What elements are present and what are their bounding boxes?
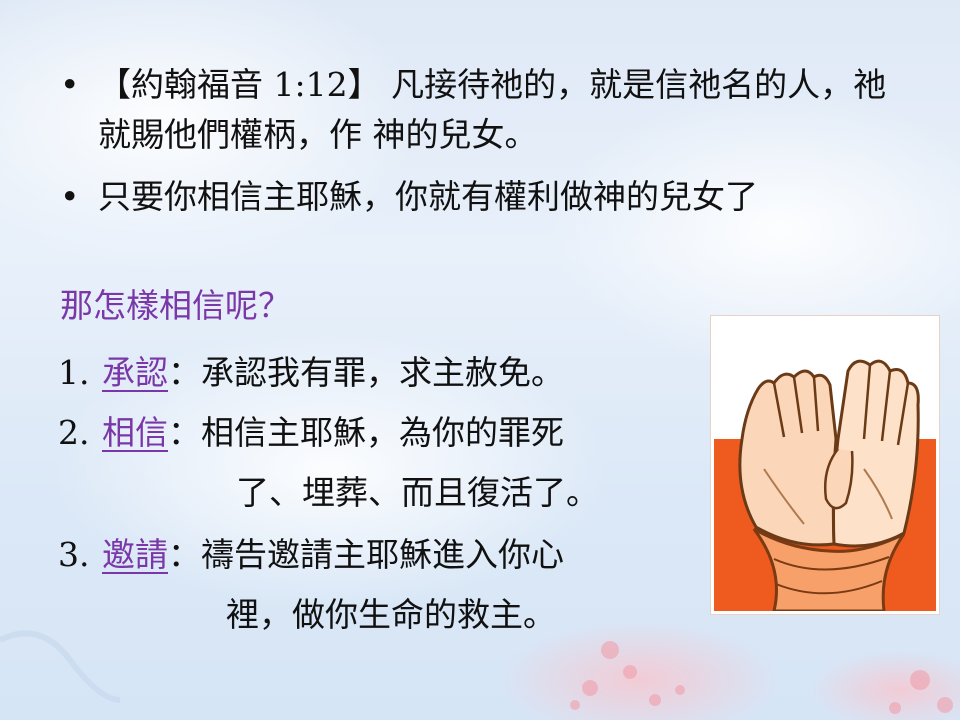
- bullet-text: 【約翰福音 1:12】 凡接待祂的，就是信祂名的人，祂就賜他們權柄，作 神的兒女…: [98, 65, 887, 154]
- step-number: 1.: [58, 353, 90, 392]
- step-keyword-link[interactable]: 邀請: [102, 535, 168, 574]
- praying-hands-picture: [711, 316, 939, 614]
- step-separator: ：: [168, 413, 201, 452]
- step-2-continuation: 了、埋葬、而且復活了。: [236, 473, 599, 512]
- step-text: 承認我有罪，求主赦免。: [201, 353, 564, 392]
- step-2: 2. 相信：相信主耶穌，為你的罪死: [58, 408, 564, 458]
- step-text: 禱告邀請主耶穌進入你心: [201, 535, 564, 574]
- praying-hands-icon: [714, 319, 936, 611]
- bullet-item-2: • 只要你相信主耶穌，你就有權利做神的兒女了: [60, 172, 900, 272]
- question-heading: 那怎樣相信呢？: [60, 286, 291, 325]
- step-3: 3. 邀請：禱告邀請主耶穌進入你心: [58, 530, 564, 580]
- bullet-item-1: • 【約翰福音 1:12】 凡接待祂的，就是信祂名的人，祂就賜他們權柄，作 神的…: [60, 60, 900, 160]
- step-number: 3.: [58, 535, 90, 574]
- step-separator: ：: [168, 535, 201, 574]
- step-number: 2.: [58, 413, 90, 452]
- step-text: 相信主耶穌，為你的罪死: [201, 413, 564, 452]
- step-3-continuation: 裡，做你生命的救主。: [226, 595, 556, 634]
- step-keyword-link[interactable]: 相信: [102, 413, 168, 452]
- step-separator: ：: [168, 353, 201, 392]
- bullet-dot: •: [60, 65, 80, 104]
- bullet-text: 只要你相信主耶穌，你就有權利做神的兒女了: [98, 177, 758, 216]
- step-1: 1. 承認：承認我有罪，求主赦免。: [58, 348, 564, 398]
- bullet-dot: •: [60, 177, 80, 216]
- step-keyword-link[interactable]: 承認: [102, 353, 168, 392]
